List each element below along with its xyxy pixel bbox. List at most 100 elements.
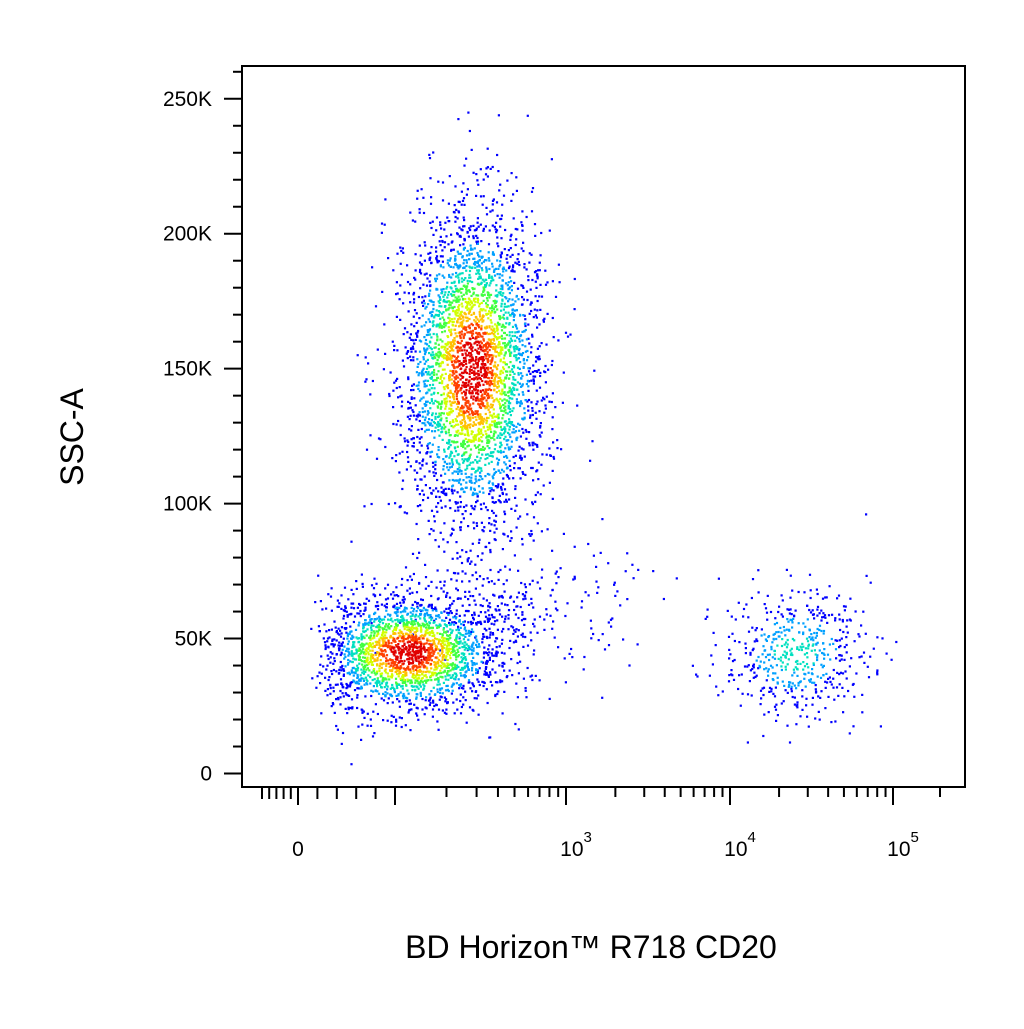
data-point: [463, 451, 466, 454]
data-point: [533, 370, 536, 373]
data-point: [485, 167, 488, 170]
data-point: [421, 314, 424, 317]
data-point: [515, 682, 518, 685]
data-point: [457, 300, 460, 303]
data-point: [446, 393, 449, 396]
data-point: [521, 344, 524, 347]
data-point: [493, 448, 496, 451]
data-point: [441, 260, 444, 263]
data-point: [536, 631, 539, 634]
data-point: [459, 693, 462, 696]
data-point: [374, 703, 377, 706]
data-point: [441, 373, 444, 376]
data-point: [454, 617, 457, 620]
data-point: [773, 632, 776, 635]
data-point: [462, 248, 465, 251]
data-point: [464, 458, 467, 461]
data-point: [431, 310, 434, 313]
data-point: [436, 338, 439, 341]
data-point: [771, 666, 774, 669]
data-point: [830, 721, 833, 724]
data-point: [370, 694, 373, 698]
data-point: [437, 347, 440, 351]
data-point: [405, 619, 408, 622]
data-point: [347, 708, 350, 711]
data-point: [580, 600, 584, 603]
data-point: [471, 280, 474, 284]
data-point: [392, 715, 395, 718]
data-point: [790, 687, 793, 690]
data-point: [502, 477, 505, 480]
data-point: [318, 671, 321, 674]
data-point: [400, 273, 403, 276]
data-point: [469, 248, 472, 251]
data-point: [522, 448, 525, 451]
data-point: [791, 674, 794, 677]
data-point: [424, 576, 428, 579]
data-point: [409, 406, 412, 409]
data-point: [467, 681, 470, 684]
data-point: [437, 401, 440, 404]
data-point: [467, 444, 470, 447]
data-point: [337, 698, 340, 701]
data-point: [787, 620, 790, 623]
data-point: [816, 592, 819, 596]
data-point: [430, 246, 433, 249]
data-point: [407, 378, 410, 381]
data-point: [498, 645, 501, 648]
data-point: [464, 447, 467, 450]
data-point: [751, 578, 755, 581]
data-point: [438, 402, 441, 406]
data-point: [440, 405, 443, 408]
data-point: [496, 308, 499, 311]
data-point: [551, 589, 554, 592]
data-point: [458, 478, 462, 481]
data-point: [769, 664, 773, 667]
data-point: [520, 385, 523, 388]
data-point: [523, 266, 526, 269]
data-point: [467, 525, 470, 528]
data-point: [433, 391, 436, 394]
data-point: [436, 323, 439, 326]
data-point: [491, 436, 494, 439]
data-point: [428, 384, 432, 387]
data-point: [759, 660, 762, 663]
data-point: [471, 542, 474, 545]
data-point: [391, 340, 394, 343]
data-point: [472, 616, 475, 619]
data-point: [530, 401, 533, 404]
data-point: [464, 437, 467, 440]
data-point: [499, 218, 502, 221]
data-point: [449, 434, 452, 437]
data-point: [452, 528, 455, 531]
data-point: [446, 441, 449, 444]
data-point: [494, 294, 497, 297]
data-point: [454, 418, 457, 421]
data-point: [491, 509, 494, 512]
data-point: [557, 263, 560, 266]
data-point: [814, 688, 817, 691]
data-point: [493, 329, 496, 333]
data-point: [403, 327, 407, 330]
data-point: [515, 526, 518, 529]
data-point: [485, 432, 488, 436]
data-point: [469, 308, 472, 311]
data-point: [446, 611, 449, 614]
data-point: [354, 667, 357, 670]
data-point: [475, 272, 478, 275]
data-point: [518, 382, 521, 385]
data-point: [453, 305, 456, 309]
data-point: [385, 606, 388, 609]
data-point: [424, 587, 427, 590]
data-point: [457, 429, 460, 432]
data-point: [470, 433, 473, 436]
data-point: [520, 284, 523, 287]
data-point: [514, 430, 518, 433]
data-point: [469, 303, 472, 306]
data-point: [459, 505, 462, 508]
data-point: [504, 228, 507, 232]
data-point: [426, 632, 429, 635]
data-point: [822, 652, 825, 655]
data-point: [759, 703, 762, 706]
data-point: [597, 586, 600, 589]
